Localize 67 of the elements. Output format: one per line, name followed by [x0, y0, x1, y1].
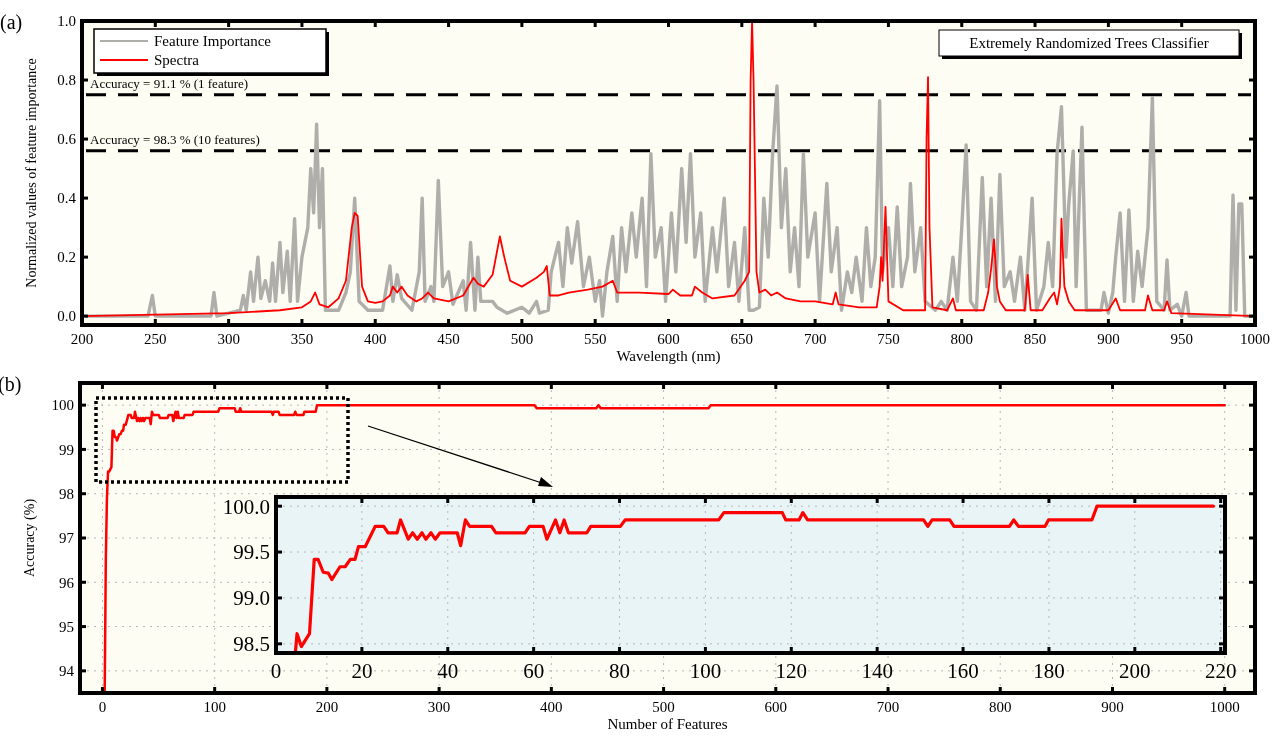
y-tick-label: 0.2 — [57, 249, 76, 266]
x-tick-label: 200 — [1119, 659, 1151, 683]
x-tick-label: 400 — [540, 699, 563, 715]
x-tick-label: 300 — [427, 699, 451, 715]
x-tick-label: 900 — [1101, 699, 1124, 715]
y-tick-label: 98.5 — [233, 632, 270, 657]
y-tick-label: 96 — [59, 574, 75, 591]
y-tick-label: 0.8 — [57, 72, 76, 89]
x-tick-label: 700 — [876, 699, 900, 715]
x-tick-label: 950 — [1170, 331, 1193, 347]
x-tick-label: 850 — [1023, 331, 1047, 347]
x-tick-label: 80 — [609, 659, 631, 683]
x-tick-label: 500 — [510, 331, 534, 347]
y-tick-label: 1.0 — [57, 13, 76, 30]
x-tick-label: 800 — [950, 331, 973, 347]
legend-label: Spectra — [154, 52, 200, 69]
x-tick-label: 900 — [1097, 331, 1120, 347]
x-tick-label: 140 — [861, 659, 893, 683]
x-tick-label: 700 — [803, 331, 827, 347]
x-tick-label: 100 — [203, 699, 226, 715]
y-tick-label: 99.0 — [233, 586, 270, 611]
x-tick-label: 0 — [98, 699, 107, 715]
y-axis-title: Normalized values of feature importance — [24, 58, 39, 288]
text: (a) — [0, 11, 23, 34]
y-tick-label: 100 — [51, 397, 74, 414]
y-tick-label: 99 — [59, 441, 74, 458]
y-tick-label: 94 — [59, 663, 75, 680]
x-tick-label: 200 — [315, 699, 339, 715]
x-tick-label: 250 — [144, 331, 167, 347]
y-tick-label: 95 — [59, 618, 74, 635]
y-axis-title: Accuracy (%) — [22, 498, 38, 578]
x-tick-label: 160 — [947, 659, 979, 683]
x-tick-label: 650 — [730, 331, 754, 347]
x-tick-label: 350 — [290, 331, 314, 347]
y-tick-label: 0.0 — [57, 308, 76, 325]
y-tick-label: 99.5 — [233, 540, 270, 565]
x-tick-label: 750 — [877, 331, 900, 347]
y-tick-label: 0.6 — [57, 131, 77, 148]
x-tick-label: 550 — [583, 331, 607, 347]
x-tick-label: 450 — [437, 331, 460, 347]
x-tick-label: 500 — [652, 699, 675, 715]
y-tick-label: 100.0 — [222, 494, 270, 519]
x-tick-label: 40 — [437, 659, 459, 683]
y-tick-label: 0.4 — [57, 190, 77, 207]
x-tick-label: 400 — [364, 331, 387, 347]
x-tick-label: 180 — [1033, 659, 1065, 683]
legend-label: Feature Importance — [154, 33, 272, 50]
x-tick-label: 1000 — [1240, 331, 1270, 347]
x-axis-title: Wavelength (nm) — [616, 348, 721, 365]
x-tick-label: 20 — [351, 659, 373, 683]
annotation: Accuracy = 98.3 % (10 features) — [90, 131, 260, 147]
y-tick-label: 98 — [59, 485, 74, 502]
x-tick-label: 60 — [523, 659, 545, 683]
x-tick-label: 800 — [989, 699, 1012, 715]
x-tick-label: 220 — [1204, 659, 1237, 683]
x-axis-title: Number of Features — [607, 716, 728, 732]
y-tick-label: 97 — [59, 530, 75, 547]
annotation: Extremely Randomized Trees Classifier — [969, 35, 1209, 52]
x-tick-label: 200 — [70, 331, 94, 347]
x-tick-label: 120 — [775, 659, 808, 683]
x-tick-label: 300 — [217, 331, 240, 347]
x-tick-label: 600 — [657, 331, 680, 347]
x-tick-label: 100 — [689, 659, 722, 683]
x-tick-label: 0 — [270, 659, 282, 683]
annotation: Accuracy = 91.1 % (1 feature) — [90, 75, 249, 91]
x-tick-label: 1000 — [1209, 699, 1240, 715]
x-tick-label: 600 — [764, 699, 788, 715]
